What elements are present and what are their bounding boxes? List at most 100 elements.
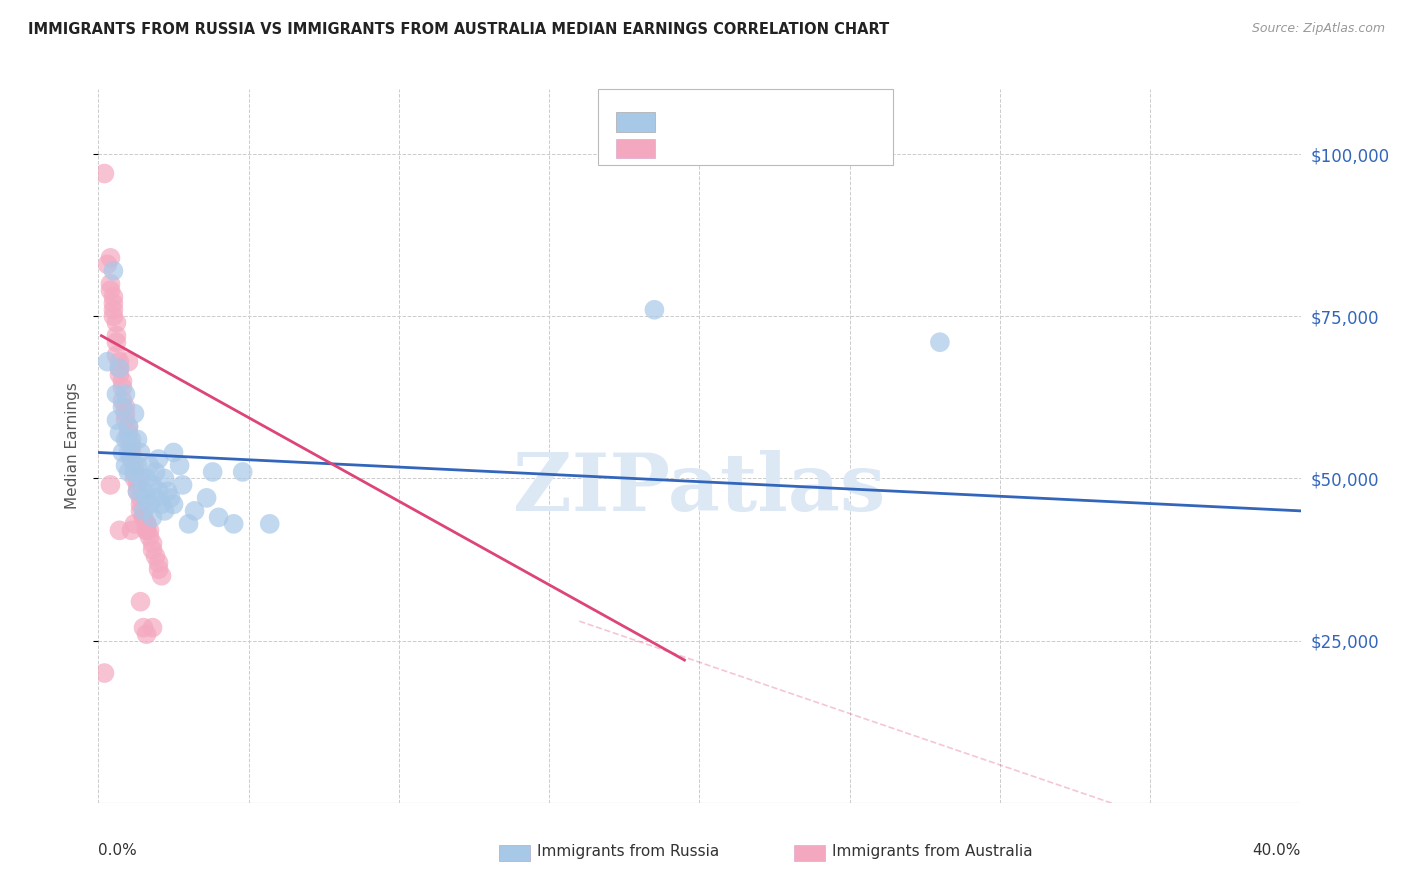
Point	[105, 335, 128, 350]
Point	[643, 302, 665, 317]
Point	[129, 445, 152, 459]
Point	[127, 433, 149, 447]
Point	[114, 387, 136, 401]
Point	[127, 458, 149, 473]
Point	[141, 621, 163, 635]
Point	[148, 562, 170, 576]
Text: Immigrants from Russia: Immigrants from Russia	[537, 845, 720, 859]
Point	[127, 484, 149, 499]
Point	[111, 381, 134, 395]
Point	[117, 425, 139, 440]
Point	[135, 524, 157, 538]
Point	[177, 516, 200, 531]
Point	[108, 524, 131, 538]
Point	[117, 465, 139, 479]
Point	[159, 491, 181, 505]
Point	[172, 478, 194, 492]
Point	[93, 167, 115, 181]
Point	[124, 465, 146, 479]
Point	[135, 516, 157, 531]
Point	[100, 251, 122, 265]
Point	[201, 465, 224, 479]
Point	[117, 419, 139, 434]
Text: -0.532: -0.532	[704, 141, 759, 156]
Point	[105, 328, 128, 343]
Point	[141, 542, 163, 557]
Point	[105, 413, 128, 427]
Point	[132, 510, 155, 524]
Point	[156, 484, 179, 499]
Point	[135, 516, 157, 531]
Point	[208, 510, 231, 524]
Point	[929, 335, 952, 350]
Point	[259, 516, 281, 531]
Point	[105, 387, 128, 401]
Point	[114, 413, 136, 427]
Point	[138, 524, 160, 538]
Text: -0.133: -0.133	[704, 114, 759, 129]
Point	[127, 484, 149, 499]
Text: 0.0%: 0.0%	[98, 843, 138, 858]
Point	[129, 471, 152, 485]
Point	[148, 484, 170, 499]
Point	[121, 439, 143, 453]
Point	[183, 504, 205, 518]
Point	[105, 316, 128, 330]
Point	[132, 484, 155, 499]
Point	[103, 264, 125, 278]
Point	[135, 627, 157, 641]
Point	[103, 310, 125, 324]
Point	[117, 433, 139, 447]
Point	[127, 478, 149, 492]
Point	[121, 452, 143, 467]
Text: Immigrants from Australia: Immigrants from Australia	[832, 845, 1033, 859]
Point	[162, 497, 184, 511]
Point	[96, 354, 118, 368]
Point	[124, 471, 146, 485]
Text: N =: N =	[762, 114, 806, 129]
Point	[124, 465, 146, 479]
Point	[121, 445, 143, 459]
Point	[127, 471, 149, 485]
Point	[195, 491, 218, 505]
Point	[111, 400, 134, 414]
Point	[169, 458, 191, 473]
Point	[96, 257, 118, 271]
Point	[124, 458, 146, 473]
Point	[103, 296, 125, 310]
Point	[153, 504, 176, 518]
Point	[117, 354, 139, 368]
Point	[124, 407, 146, 421]
Point	[232, 465, 254, 479]
Point	[132, 510, 155, 524]
Point	[100, 283, 122, 297]
Point	[117, 445, 139, 459]
Point	[103, 302, 125, 317]
Point	[129, 504, 152, 518]
Point	[108, 425, 131, 440]
Point	[150, 568, 173, 582]
Point	[138, 458, 160, 473]
Point	[148, 452, 170, 467]
Point	[132, 504, 155, 518]
Text: R =: R =	[665, 141, 703, 156]
Point	[148, 556, 170, 570]
Text: 62: 62	[800, 141, 821, 156]
Point	[145, 491, 167, 505]
Point	[108, 361, 131, 376]
Point	[141, 478, 163, 492]
Point	[138, 497, 160, 511]
Text: N =: N =	[762, 141, 806, 156]
Point	[121, 524, 143, 538]
Text: R =: R =	[665, 114, 703, 129]
Point	[114, 433, 136, 447]
Point	[135, 524, 157, 538]
Point	[129, 497, 152, 511]
Point	[121, 433, 143, 447]
Point	[114, 400, 136, 414]
Text: 54: 54	[800, 114, 821, 129]
Point	[100, 478, 122, 492]
Point	[135, 491, 157, 505]
Point	[114, 458, 136, 473]
Point	[135, 516, 157, 531]
